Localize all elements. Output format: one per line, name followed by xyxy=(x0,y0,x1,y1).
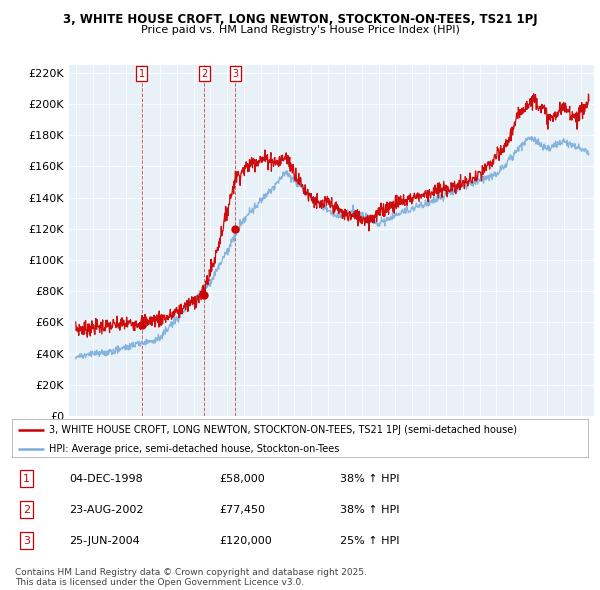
Text: £77,450: £77,450 xyxy=(220,505,265,514)
Text: 3, WHITE HOUSE CROFT, LONG NEWTON, STOCKTON-ON-TEES, TS21 1PJ: 3, WHITE HOUSE CROFT, LONG NEWTON, STOCK… xyxy=(62,13,538,26)
Text: 38% ↑ HPI: 38% ↑ HPI xyxy=(340,474,400,484)
Text: Price paid vs. HM Land Registry's House Price Index (HPI): Price paid vs. HM Land Registry's House … xyxy=(140,25,460,35)
Text: 04-DEC-1998: 04-DEC-1998 xyxy=(70,474,143,484)
Text: 3: 3 xyxy=(232,68,238,78)
Text: 3: 3 xyxy=(23,536,30,546)
Text: 2: 2 xyxy=(201,68,208,78)
Text: £120,000: £120,000 xyxy=(220,536,272,546)
Text: 2: 2 xyxy=(23,505,30,514)
Text: 23-AUG-2002: 23-AUG-2002 xyxy=(70,505,144,514)
Text: 1: 1 xyxy=(23,474,30,484)
Text: £58,000: £58,000 xyxy=(220,474,265,484)
Text: Contains HM Land Registry data © Crown copyright and database right 2025.
This d: Contains HM Land Registry data © Crown c… xyxy=(15,568,367,587)
Text: 25% ↑ HPI: 25% ↑ HPI xyxy=(340,536,400,546)
Text: 25-JUN-2004: 25-JUN-2004 xyxy=(70,536,140,546)
Text: 3, WHITE HOUSE CROFT, LONG NEWTON, STOCKTON-ON-TEES, TS21 1PJ (semi-detached hou: 3, WHITE HOUSE CROFT, LONG NEWTON, STOCK… xyxy=(49,425,517,435)
Text: HPI: Average price, semi-detached house, Stockton-on-Tees: HPI: Average price, semi-detached house,… xyxy=(49,444,340,454)
Text: 38% ↑ HPI: 38% ↑ HPI xyxy=(340,505,400,514)
Text: 1: 1 xyxy=(139,68,145,78)
